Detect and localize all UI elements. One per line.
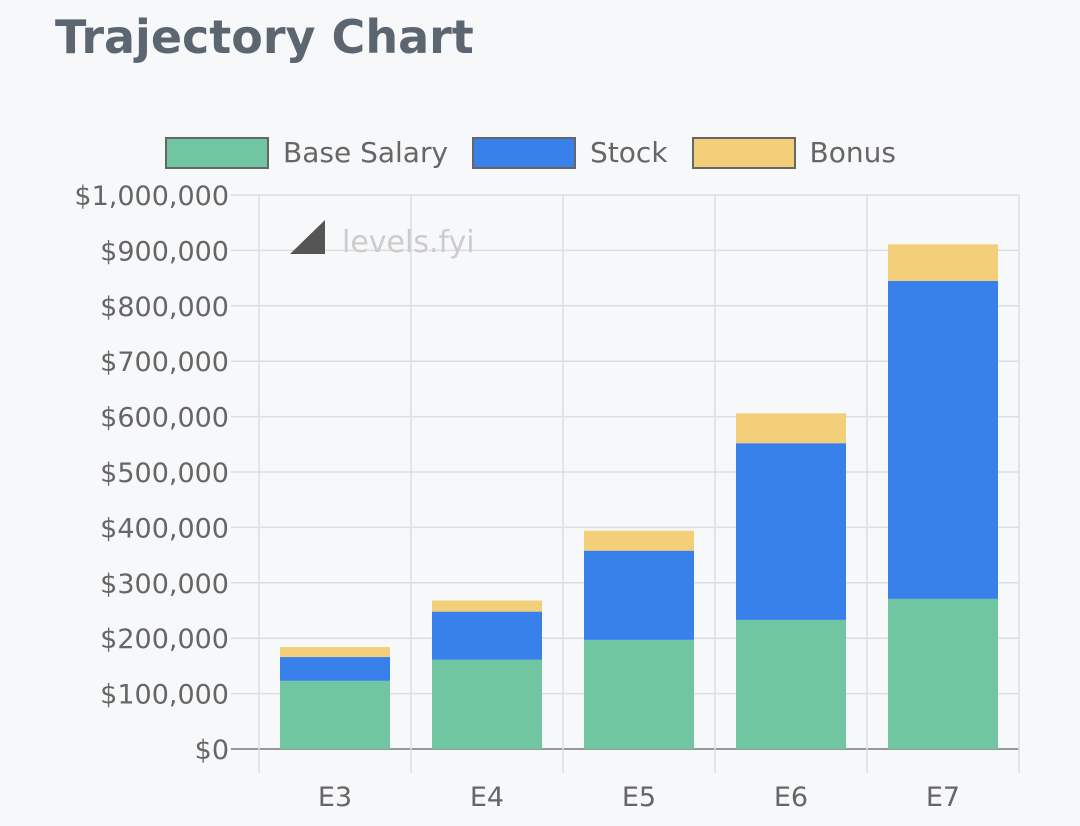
y-tick-label: $1,000,000 (74, 181, 229, 212)
x-tick-label: E4 (470, 782, 504, 813)
legend-item[interactable]: Stock (472, 136, 668, 169)
bar-stock-e7 (888, 280, 998, 599)
legend: Base Salary Stock Bonus (165, 136, 920, 169)
bar-stock-e5 (584, 550, 694, 640)
legend-label: Bonus (809, 136, 896, 169)
watermark-text: levels.fyi (342, 225, 475, 260)
y-tick-label: $400,000 (100, 513, 229, 544)
bar-base-salary-e6 (736, 619, 846, 749)
legend-swatch (165, 136, 269, 169)
bar-bonus-e6 (736, 413, 846, 444)
legend-swatch (691, 136, 796, 169)
bar-base-salary-e7 (888, 598, 998, 749)
legend-label: Stock (590, 136, 668, 169)
y-tick-label: $700,000 (100, 347, 229, 378)
bar-bonus-e4 (432, 600, 542, 612)
legend-item[interactable]: Bonus (691, 136, 896, 169)
legend-label: Base Salary (283, 136, 449, 169)
x-tick-label: E3 (318, 782, 352, 813)
bar-stock-e6 (736, 443, 846, 620)
bar-stock-e3 (280, 657, 390, 681)
bar-stock-e4 (432, 611, 542, 660)
bar-base-salary-e3 (280, 680, 390, 749)
legend-swatch (472, 136, 577, 169)
y-tick-label: $300,000 (100, 569, 229, 600)
y-tick-label: $900,000 (100, 236, 229, 267)
bar-base-salary-e4 (432, 659, 542, 749)
watermark-icon (290, 220, 325, 254)
legend-item[interactable]: Base Salary (165, 136, 448, 169)
chart-title: Trajectory Chart (55, 10, 474, 64)
y-tick-label: $800,000 (100, 292, 229, 323)
bar-base-salary-e5 (584, 639, 694, 749)
y-tick-label: $200,000 (100, 624, 229, 655)
y-tick-label: $0 (195, 735, 229, 766)
y-tick-label: $100,000 (100, 680, 229, 711)
y-tick-label: $500,000 (100, 458, 229, 489)
x-tick-label: E5 (622, 782, 656, 813)
bar-bonus-e7 (888, 244, 998, 281)
bar-bonus-e3 (280, 647, 390, 658)
x-tick-label: E7 (926, 782, 960, 813)
x-tick-label: E6 (774, 782, 808, 813)
bar-bonus-e5 (584, 530, 694, 551)
y-tick-label: $600,000 (100, 403, 229, 434)
